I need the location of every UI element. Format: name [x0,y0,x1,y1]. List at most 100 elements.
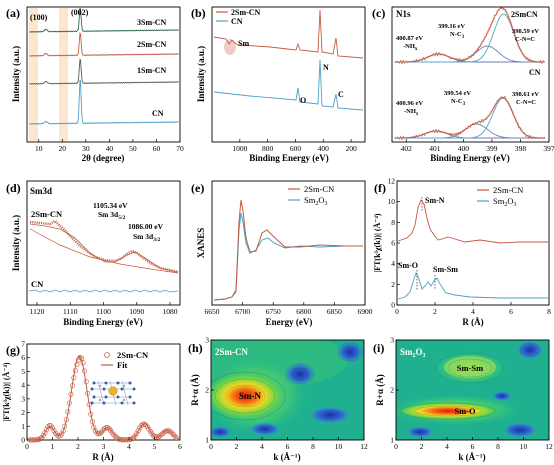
panel-a-x-tick-label: 40 [106,144,114,153]
data-point [169,430,175,436]
data-point [158,432,164,438]
panel-e-x-tick-label: 6700 [235,307,250,316]
panel-d-xticks: 1120 1110 1100 1090 1080 [30,302,178,316]
panel-c-title: N1s [396,9,411,19]
panel-g-x-tick-label: 3 [102,442,106,451]
fit-line [28,355,179,441]
panel-e: 2Sm-CN Sm2O3 (e) 6650 6700 6750 6800 6850 690… [191,180,373,327]
panel-f-y-ytick-label: 6 [391,239,395,248]
panel-d-label-bottom: CN [31,279,44,289]
panel-f-y-ytick-label: 8 [391,218,395,227]
data-point [157,433,163,439]
panel-f-ticks: 0 2 4 6 8 12 10 8 6 4 2 0 [388,177,552,317]
series-label-2sm: 2Sm-CN [137,40,167,49]
data-point [60,428,66,434]
panel-f-x-tick-label: 6 [509,307,513,316]
c-bot-peak1-name: -NHx [404,108,419,117]
heatmap-i [396,340,549,440]
c-top-peak1-name: -NHx [403,43,418,52]
panel-g-x-tick-label: 1 [51,442,55,451]
panel-c: (c) N1s 2SmCN CN 400.87 eV -NHx 399.16 e… [372,6,554,163]
panel-c-bottom-label: CN [529,68,541,77]
panel-c-x-tick-label: 398 [515,144,527,153]
panel-h-x-tick-label: 2 [235,442,239,451]
panel-a-lines [29,7,180,125]
panel-a-x-tick-label: 70 [176,144,184,153]
panel-d: (d) Sm3d 2Sm-CN CN 1105.34 eV Sm 3d5/2 1… [6,180,181,327]
data-point [40,432,46,438]
hotspot-label-sm-sm: Sm-Sm [457,363,483,373]
panel-e-xticks: 6650 6700 6750 6800 6850 6900 [205,302,373,316]
panel-g: 2Sm-CN Fit (g) 0 1 2 3 4 5 6 7 6 5 4 3 2 1 0 R (Å) |FT… [2,340,182,463]
panel-h-x-tick-label: 6 [286,442,290,451]
panel-g-y-ytick-label: 1 [21,422,25,431]
panel-g-letter: (g) [6,343,20,357]
sm-peak1-ev: 1105.34 eV [93,201,128,210]
panel-i-title: Sm2O3 [400,347,426,359]
panel-f-y-ytick-label: 12 [388,177,396,186]
panel-a-x-tick-label: 20 [59,144,67,153]
peak-label-sm: Sm [238,39,249,48]
panel-d-title: Sm3d [30,186,52,196]
sm-peak2-name: Sm 3d3/2 [133,232,160,243]
panel-g-x-tick-label: 4 [127,442,131,451]
ft-sm2o3-line [397,271,548,300]
panel-f-x-tick-label: 8 [547,307,551,316]
panel-g-ticks: 0 1 2 3 4 5 6 7 6 5 4 3 2 1 0 [21,340,182,452]
panel-e-letter: (e) [191,181,204,195]
c-top-envelope [394,7,545,63]
panel-f-x-tick-label: 0 [395,307,399,316]
panel-h-y-ytick-label: 1 [205,436,209,445]
panel-c-curves [394,6,546,141]
panel-i-x-tick-label: 0 [394,442,398,451]
panel-f-x-tick-label: 2 [433,307,437,316]
c-bot-peak3-ev: 398.61 eV [512,91,539,98]
panel-b-frame [211,6,366,143]
data-point [111,432,117,438]
panel-g-y-ytick-label: 6 [21,353,25,362]
annot-sm-n: Sm-N [425,196,445,205]
c-bot-peak2-name: N-C3 [451,98,466,107]
panel-g-x-tick-label: 5 [153,442,157,451]
panel-d-x-tick-label: 1090 [129,307,144,316]
c-bot-envelope [394,96,545,139]
panel-e-frame [211,180,366,306]
panel-h-y-ytick-label: 2 [205,386,209,395]
panel-d-x-tick-label: 1100 [96,307,111,316]
panel-h-x-tick-label: 0 [209,442,213,451]
data-point [114,435,120,441]
panel-b-x-tick-label: 400 [318,144,330,153]
panel-f-xlabel: R (Å) [462,317,483,327]
panel-c-top-label: 2SmCN [511,10,538,19]
panel-h-y-ytick-label: 3 [205,336,209,345]
panel-f-x-tick-label: 4 [471,307,475,316]
panel-d-x-tick-label: 1120 [30,307,45,316]
panel-g-y-ytick-label: 5 [21,367,25,376]
panel-f-y-ytick-label: 10 [388,197,396,206]
panel-i-y-ytick-label: 1 [390,436,394,445]
panel-h-ylabel: R+α (Å) [190,374,200,405]
panel-a-x-tick-label: 30 [82,144,90,153]
xps-cn-line [213,59,364,111]
panel-g-y-ytick-label: 3 [21,394,25,403]
ft-2smcn-line [397,199,548,244]
data-point [170,432,176,438]
sm3d-cn-line [28,289,179,293]
panel-c-x-tick-label: 401 [429,144,441,153]
panel-i-ticks: 0 2 4 6 8 10 12 3 2 1 [390,336,553,452]
series-label-1sm: 1Sm-CN [137,66,167,75]
data-point [49,425,55,431]
panel-d-x-tick-label: 1080 [163,307,178,316]
peak-label-n: N [323,63,329,72]
panel-a: (a) (100) (002) 3Sm-CN 2Sm-CN 1Sm-CN CN … [6,6,184,163]
panel-f-y-ytick-label: 2 [391,280,395,289]
panel-f-y-ytick-label: 4 [391,259,395,268]
legend-f-label-2: Sm2O3 [493,196,516,208]
panel-i-x-tick-label: 6 [471,442,475,451]
panel-f-y-ytick-label: 0 [391,301,395,310]
panel-b-x-tick-label: 200 [345,144,357,153]
data-point [43,427,49,433]
panel-a-ylabel: Intensity (a.u.) [11,46,21,102]
legend-g-marker [104,352,110,358]
panel-h-x-tick-label: 4 [260,442,264,451]
